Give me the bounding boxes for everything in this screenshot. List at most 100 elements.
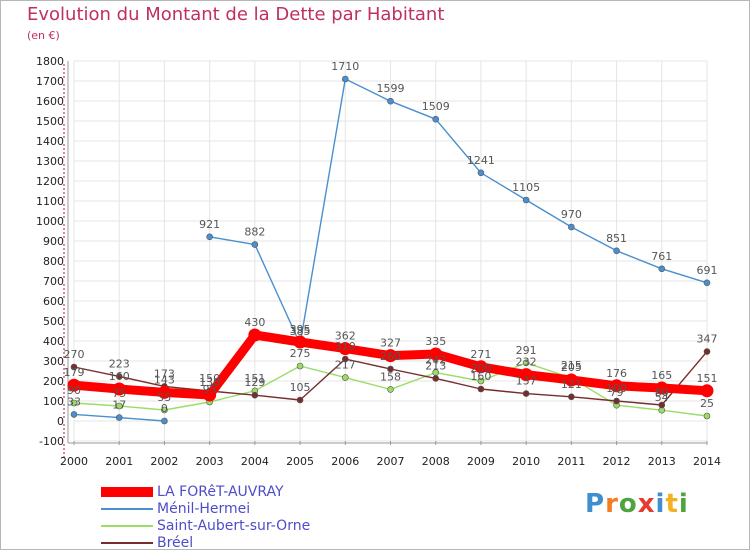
data-point-la-foret-auvray (474, 360, 488, 374)
data-label: 1105 (512, 181, 540, 194)
data-point-breel (658, 401, 666, 409)
y-tick-label: 1100 (36, 195, 64, 208)
y-axis-dot (63, 128, 65, 130)
y-axis-dot (63, 176, 65, 178)
y-axis-dot (63, 72, 65, 74)
data-point-la-foret-auvray (610, 379, 624, 393)
y-axis-dot (63, 336, 65, 338)
proxiti-logo: Proxiti (585, 489, 689, 519)
y-axis-dot (63, 248, 65, 250)
y-axis-dot (63, 236, 65, 238)
legend-label: Bréel (157, 535, 194, 550)
y-tick-label: 1200 (36, 175, 64, 188)
data-point-la-foret-auvray (67, 378, 81, 392)
series-line-menil-hermei (208, 78, 708, 345)
data-point-la-foret-auvray (338, 342, 352, 356)
grid (73, 60, 708, 442)
y-axis-dot (63, 224, 65, 226)
data-point-menil-hermei (251, 241, 259, 248)
data-point-menil-hermei (115, 414, 123, 421)
y-tick-label: 1300 (36, 155, 64, 168)
data-label: 347 (697, 333, 718, 346)
data-point-saint-aubert-sur-orne (341, 374, 349, 381)
legend-item-la-foret-auvray: LA FORêT-AUVRAY (101, 484, 401, 501)
data-label: 25 (700, 397, 714, 410)
y-axis-dot (63, 436, 65, 438)
x-tick-label: 2013 (648, 455, 676, 468)
x-tick-label: 2001 (105, 455, 133, 468)
y-axis-dot (63, 132, 65, 134)
data-label: 970 (561, 208, 582, 221)
data-point-breel (522, 390, 530, 397)
chart-title: Evolution du Montant de la Dette par Hab… (27, 4, 445, 25)
data-label: 430 (244, 316, 265, 329)
data-point-la-foret-auvray (248, 328, 262, 342)
y-tick-label: 300 (43, 355, 64, 368)
data-point-la-foret-auvray (519, 368, 533, 382)
data-label: 158 (380, 370, 401, 383)
data-label: 213 (425, 359, 446, 372)
data-label: 75 (112, 387, 126, 400)
x-tick-label: 2004 (241, 455, 269, 468)
data-label: 223 (109, 357, 130, 370)
data-point-breel (296, 396, 304, 404)
data-label: 173 (154, 367, 175, 380)
data-labels-layer: 33 17 0 921 882 385 1710 1599 1509 1241 1105 970 851… (64, 60, 718, 415)
x-tick-label: 2012 (603, 455, 631, 468)
y-axis-dot (63, 88, 65, 90)
y-axis-dot (63, 196, 65, 198)
logo-letter: i (678, 489, 689, 519)
legend-item-breel: Bréel (101, 535, 401, 550)
legend-label: Saint-Aubert-sur-Orne (157, 518, 311, 534)
y-axis-dot (63, 216, 65, 218)
y-axis-dot (63, 424, 65, 426)
y-axis-dot (63, 188, 65, 190)
y-tick-label: 700 (43, 275, 64, 288)
y-axis-dot (63, 284, 65, 286)
y-tick-labels: -100 0 100 200 300 400 500 600 700 800 900 1000 1100… (36, 55, 64, 448)
data-point-la-foret-auvray (429, 347, 443, 361)
y-axis-dot (63, 272, 65, 274)
data-point-saint-aubert-sur-orne (477, 377, 485, 385)
data-label: 327 (380, 337, 401, 350)
y-axis-dot (63, 332, 65, 334)
data-point-menil-hermei (568, 223, 575, 231)
data-point-la-foret-auvray (293, 335, 307, 349)
y-axis-dot (63, 116, 65, 118)
data-point-breel (432, 375, 440, 382)
data-label: 1710 (331, 60, 359, 73)
y-axis-dot (63, 104, 65, 106)
logo-letter: o (618, 489, 638, 519)
data-label: 105 (290, 381, 311, 394)
y-axis-dot (63, 308, 65, 310)
x-tick-label: 2007 (377, 455, 405, 468)
data-label: 270 (64, 348, 85, 361)
y-axis-dot (63, 208, 65, 210)
data-label: 129 (244, 376, 265, 389)
y-axis-dot (63, 368, 65, 370)
y-axis-dot (63, 412, 65, 414)
data-label: 200 (470, 362, 491, 375)
data-point-menil-hermei (658, 265, 666, 273)
data-label: 761 (651, 250, 672, 263)
y-axis-dot (63, 288, 65, 290)
y-axis-dot (63, 244, 65, 246)
data-point-la-foret-auvray (655, 381, 669, 395)
data-point-menil-hermei (703, 279, 711, 287)
y-axis-dot (63, 384, 65, 386)
data-label: 691 (697, 264, 718, 277)
data-label: 17 (112, 399, 126, 412)
data-point-saint-aubert-sur-orne (296, 362, 304, 370)
y-axis-dot (63, 264, 65, 266)
y-axis-dot (63, 428, 65, 430)
data-point-la-foret-auvray (384, 349, 397, 363)
y-axis-dot (63, 304, 65, 306)
data-label: 260 (380, 350, 401, 363)
y-axis-dot (63, 156, 65, 158)
data-label: 310 (335, 340, 356, 353)
x-tick-label: 2000 (60, 455, 88, 468)
data-label: 137 (516, 375, 537, 388)
y-axis-dot (63, 276, 65, 278)
y-tick-label: 1000 (36, 215, 64, 228)
